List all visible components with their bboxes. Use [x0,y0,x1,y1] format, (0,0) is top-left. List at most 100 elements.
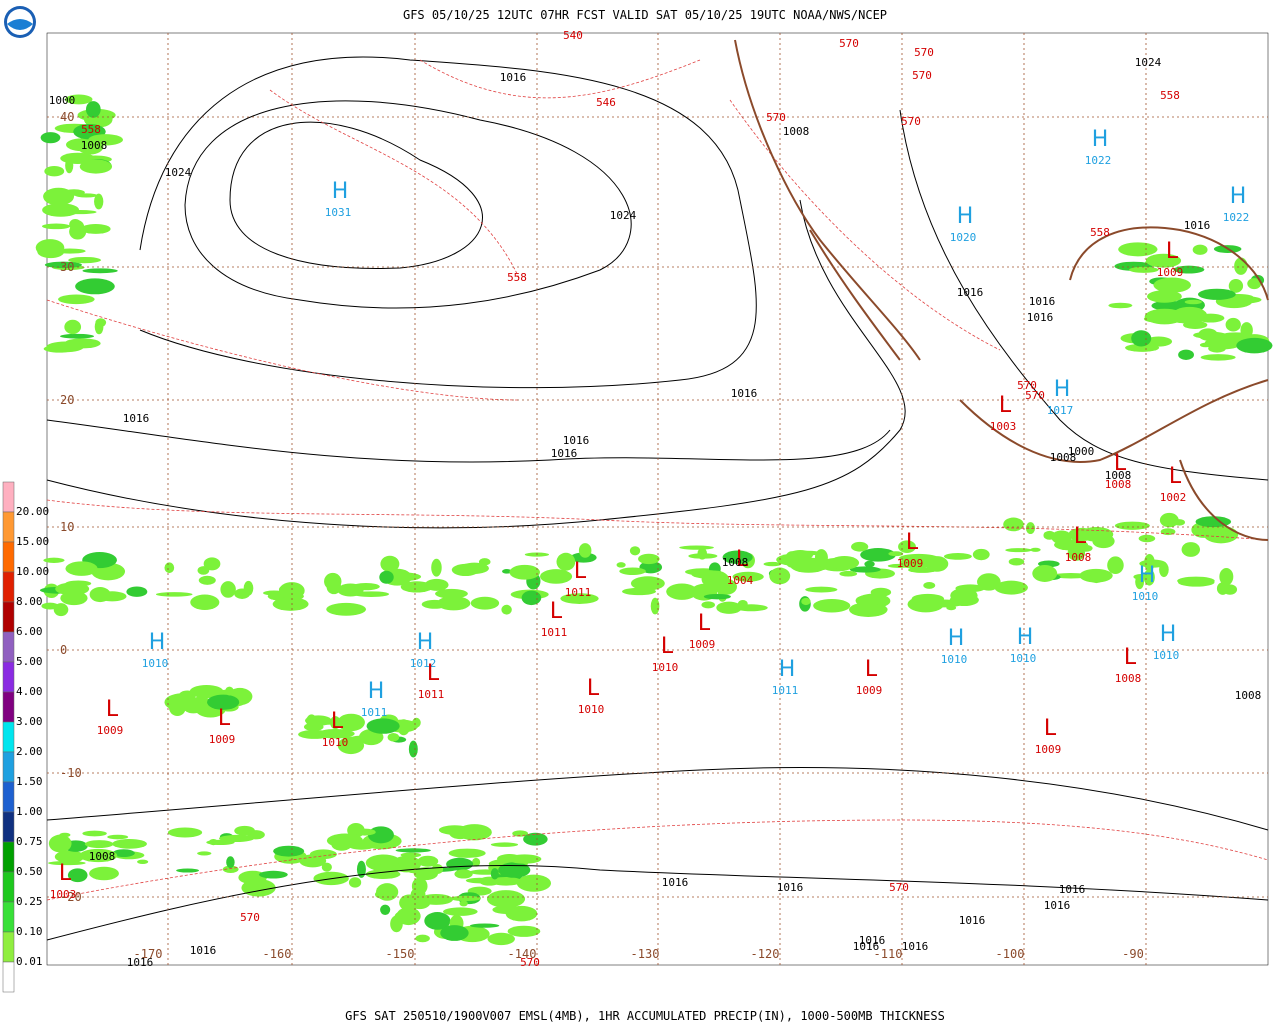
isobar-label: 1008 [783,125,810,138]
precip-cell [507,925,541,937]
precip-cell [44,165,65,177]
center-pressure: 1010 [1132,590,1159,603]
thickness-line [46,819,1269,901]
legend-label: 1.00 [16,805,43,818]
precip-cell [1225,317,1241,332]
precip-cell [486,890,526,908]
precip-cell [805,586,838,593]
precip-cell [469,923,500,928]
legend-label: 15.00 [16,535,49,548]
legend-swatch [2,481,15,513]
legend-swatch [2,781,15,813]
precip-cell [337,736,365,755]
precip-cell [769,567,791,585]
legend-label: 8.00 [16,595,43,608]
precip-cell [203,557,221,571]
precip-cell [272,597,309,611]
precip-cell [1133,574,1148,580]
isobar-label: 1000 [1068,445,1095,458]
coastline [1179,459,1269,541]
lat-label: 10 [60,520,74,534]
precip-cell [356,860,366,878]
isobar-label: 1016 [853,940,880,953]
precip-cell [348,877,362,888]
precip-cell [864,594,880,607]
lat-label: -10 [60,766,82,780]
legend-label: 0.01 [16,955,43,968]
precip-cell [80,223,111,234]
precip-cell [412,717,421,728]
precip-cell [354,828,376,836]
labels: 40 30 20 10 0 -10 -20 -170 -160 -150 -140 -130 -120 -… [2,29,1261,993]
thickness-label: 558 [1160,89,1180,102]
graticule [47,33,1268,965]
lon-label: -90 [1122,947,1144,961]
isobar-label: 1016 [1029,295,1056,308]
center-pressure: 1022 [1223,211,1250,224]
precip-cell [435,588,468,599]
center-pressure: 1004 [727,574,754,587]
center-pressure: 1031 [325,206,352,219]
center-symbol: L [865,657,878,682]
precip-cell [94,193,104,210]
isobar-label: 1008 [89,850,116,863]
isobar [46,767,1269,831]
precip-cell [1051,530,1072,545]
legend-label: 10.00 [16,565,49,578]
precip-cell [734,604,768,612]
precip-cell [450,895,481,902]
precip-cell [68,256,101,264]
precip-cell [502,569,512,574]
precip-cell [448,848,486,858]
precip-cell [1159,562,1169,578]
center-symbol: H [368,679,385,704]
precip-cell [679,545,714,550]
precip-cell [417,855,439,867]
isobar-label: 1016 [731,387,758,400]
precip-cell [400,852,422,858]
center-symbol: H [1092,127,1109,152]
precip-cell [540,569,573,584]
lon-label: -130 [631,947,660,961]
center-pressure: 1011 [772,684,799,697]
precip-cell [234,588,250,599]
legend-swatch [2,811,15,843]
center-symbol: L [999,393,1012,418]
isobar-label: 1016 [859,934,886,947]
legend-label: 5.00 [16,655,43,668]
precip-cell [1178,349,1194,360]
precip-cell [1201,527,1220,532]
map-frame [46,32,1269,966]
isobar-label: 1008 [1050,451,1077,464]
thickness-label: 570 [912,69,932,82]
coastline [959,379,1269,463]
precip-cell [279,582,305,600]
thickness-label: 570 [766,111,786,124]
center-symbol: H [1139,563,1156,588]
thickness-line [46,299,521,401]
precip-cell [507,854,542,864]
lon-label: -160 [263,947,292,961]
precip-cell [376,883,399,901]
precip-cell [1003,517,1024,532]
precip-cell [126,586,148,597]
precip-cell [451,563,480,577]
precip-cell [1030,547,1041,552]
center-symbol: H [1017,625,1034,650]
center-pressure: 1010 [1010,652,1037,665]
isobar-label: 1016 [662,876,689,889]
precip-cell [523,832,548,846]
precip-cell [197,851,212,856]
precip-cell [1032,564,1058,582]
precip-cell [226,856,235,869]
precip-cell [37,245,65,259]
precip-cell [299,854,327,868]
precip-cell [1173,519,1185,526]
precip-cell [379,570,394,584]
center-symbol: L [587,676,600,701]
precip-cell [1114,521,1150,530]
center-pressure: 1010 [1153,649,1180,662]
precip-cell [89,866,119,881]
precip-cell [1143,569,1155,586]
precip-cell [470,596,500,610]
